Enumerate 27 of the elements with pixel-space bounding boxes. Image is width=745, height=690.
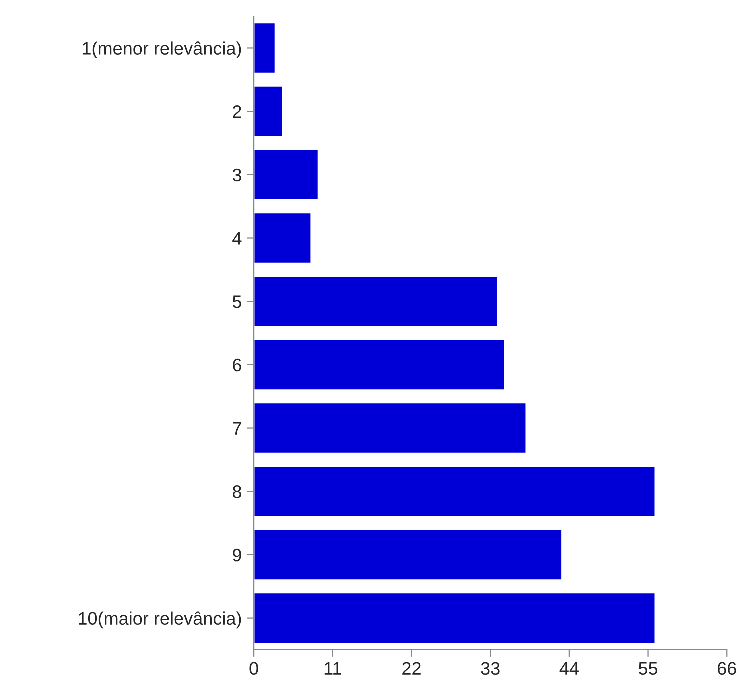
y-tick-label: 4 — [232, 232, 242, 245]
bar — [254, 402, 528, 454]
x-tick-label: 0 — [250, 662, 258, 676]
bar — [254, 528, 563, 581]
y-tick-label: 6 — [233, 358, 242, 372]
y-tick-label: 9 — [233, 548, 242, 562]
y-tick-label: 10(maior relevância) — [79, 612, 242, 629]
y-tick-label: 2 — [233, 106, 242, 118]
bar — [254, 148, 320, 201]
x-tick-label: 22 — [402, 662, 421, 675]
y-tick-label: 5 — [232, 296, 242, 308]
x-tick-label: 11 — [324, 662, 342, 675]
x-tick-label: 66 — [718, 662, 736, 676]
bar — [254, 592, 656, 644]
y-tick-label: 8 — [232, 486, 242, 498]
y-tick-label: 1(menor relevância) — [83, 42, 242, 59]
bar — [254, 276, 498, 328]
y-tick-label: 7 — [233, 422, 242, 435]
x-tick-label: 55 — [638, 662, 658, 676]
bar — [254, 22, 276, 74]
y-tick-label: 3 — [232, 168, 242, 182]
x-tick-label: 33 — [481, 662, 500, 676]
bar — [254, 212, 312, 264]
x-tick-label: 44 — [560, 662, 579, 675]
bar — [254, 86, 284, 138]
bar — [254, 338, 506, 391]
bar — [254, 466, 656, 518]
